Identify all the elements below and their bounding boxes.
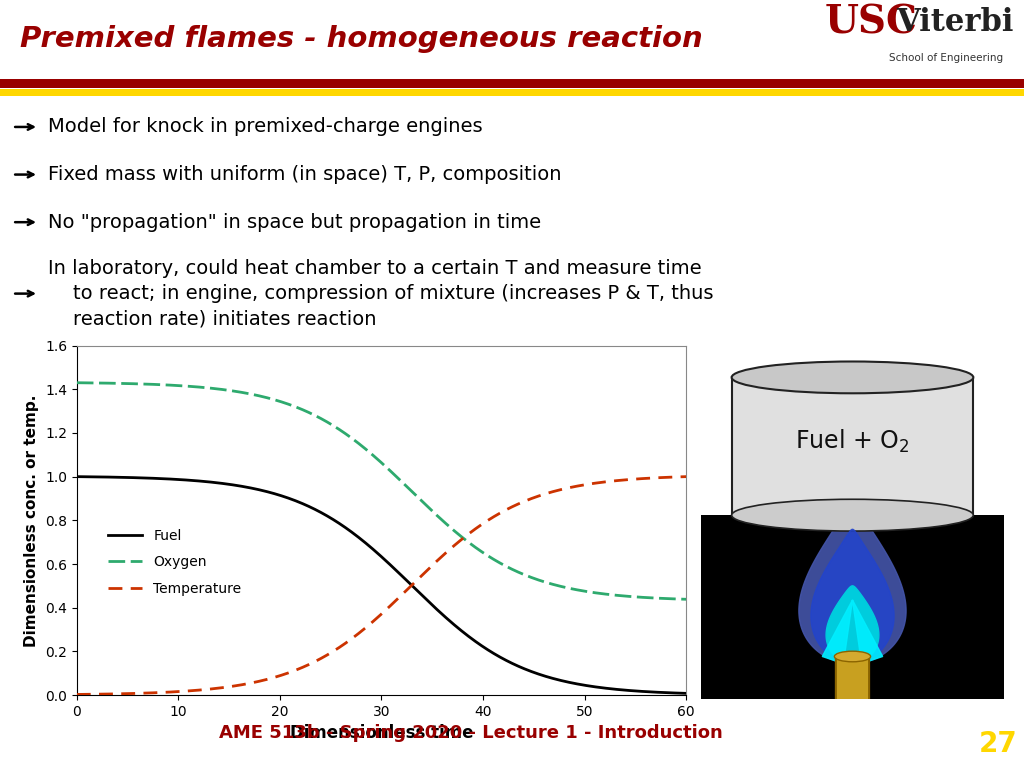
- Polygon shape: [811, 529, 894, 664]
- Polygon shape: [826, 586, 879, 664]
- Bar: [731, 377, 973, 515]
- Text: Premixed flames - homogeneous reaction: Premixed flames - homogeneous reaction: [20, 25, 703, 53]
- Polygon shape: [822, 600, 883, 664]
- Text: Fuel + O$_2$: Fuel + O$_2$: [796, 427, 909, 455]
- Text: School of Engineering: School of Engineering: [889, 53, 1002, 63]
- X-axis label: Dimensionless time: Dimensionless time: [290, 724, 473, 743]
- Polygon shape: [799, 505, 906, 664]
- Ellipse shape: [835, 651, 870, 662]
- Text: No "propagation" in space but propagation in time: No "propagation" in space but propagatio…: [48, 213, 542, 232]
- Text: In laboratory, could heat chamber to a certain T and measure time
    to react; : In laboratory, could heat chamber to a c…: [48, 259, 714, 328]
- Text: Model for knock in premixed-charge engines: Model for knock in premixed-charge engin…: [48, 118, 482, 137]
- Bar: [0, 79, 1024, 88]
- Ellipse shape: [731, 362, 973, 393]
- Y-axis label: Dimensionless conc. or temp.: Dimensionless conc. or temp.: [25, 394, 39, 647]
- Bar: [701, 515, 1004, 699]
- Ellipse shape: [731, 499, 973, 531]
- Text: 27: 27: [979, 730, 1018, 758]
- Text: Fixed mass with uniform (in space) T, P, composition: Fixed mass with uniform (in space) T, P,…: [48, 165, 561, 184]
- FancyBboxPatch shape: [836, 654, 869, 700]
- Text: AME 513b - Spring 2020 - Lecture 1 - Introduction: AME 513b - Spring 2020 - Lecture 1 - Int…: [219, 724, 723, 743]
- Text: Viterbi: Viterbi: [896, 7, 1014, 38]
- Bar: [0, 89, 1024, 96]
- Text: USC: USC: [824, 4, 918, 41]
- Legend: Fuel, Oxygen, Temperature: Fuel, Oxygen, Temperature: [102, 523, 247, 601]
